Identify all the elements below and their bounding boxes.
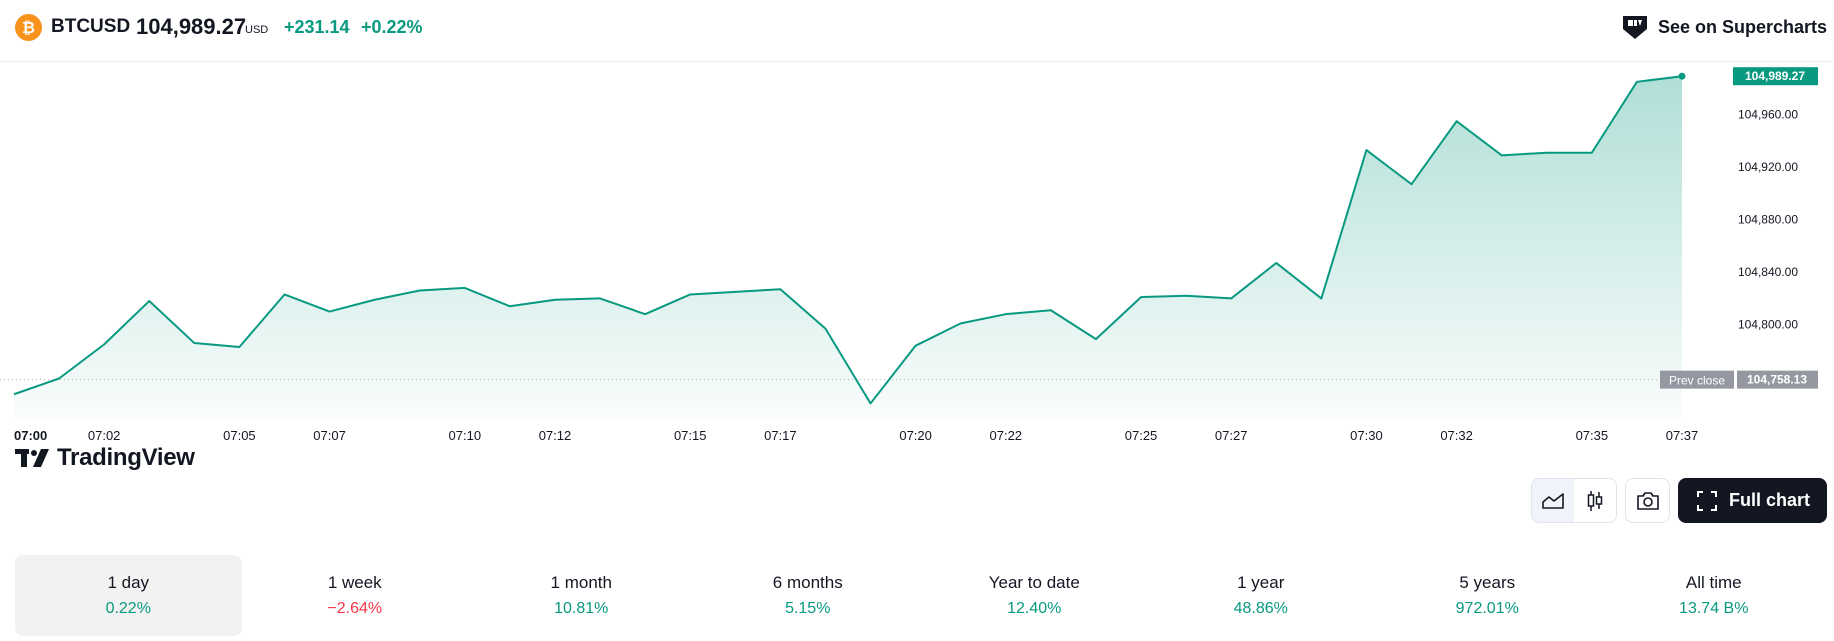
- x-axis-tick-label: 07:35: [1576, 428, 1609, 443]
- x-axis-tick-label: 07:30: [1350, 428, 1383, 443]
- x-axis-tick-label: 07:20: [899, 428, 932, 443]
- current-price: 104,989.27: [136, 14, 247, 39]
- period-tab-1-month[interactable]: 1 month 10.81%: [468, 555, 695, 636]
- x-axis-tick-label: 07:05: [223, 428, 256, 443]
- full-chart-button[interactable]: Full chart: [1678, 478, 1827, 523]
- camera-icon: [1636, 491, 1659, 510]
- period-tab-6-months[interactable]: 6 months 5.15%: [695, 555, 922, 636]
- prev-close-label: Prev close: [1669, 374, 1725, 388]
- prev-close-value-badge: [1737, 370, 1818, 389]
- y-axis-tick-label: 104,880.00: [1738, 213, 1798, 227]
- tradingview-logo: TradingView: [15, 444, 195, 472]
- x-axis-tick-label: 07:32: [1440, 428, 1473, 443]
- period-label: 1 day: [107, 573, 150, 592]
- symbol-header: ₿ BTCUSD 104,989.27 USD +231.14 +0.22% S…: [0, 0, 1834, 62]
- candlestick-icon: [1587, 490, 1603, 511]
- period-tab-all-time[interactable]: All time 13.74 B%: [1601, 555, 1828, 636]
- period-change: 0.22%: [105, 600, 151, 617]
- chart-controls: Full chart: [1531, 478, 1827, 523]
- x-axis-tick-label: 07:17: [764, 428, 797, 443]
- last-price-dot: [1678, 72, 1686, 80]
- bitcoin-icon: ₿: [15, 14, 42, 41]
- period-change: 972.01%: [1455, 600, 1519, 617]
- period-change: 12.40%: [1007, 600, 1062, 617]
- x-axis-tick-label: 07:07: [313, 428, 346, 443]
- period-label: 1 year: [1237, 573, 1285, 592]
- chart-type-toggle: [1531, 478, 1617, 523]
- tradingview-logo-icon: [15, 449, 49, 467]
- price-change-absolute: +231.14: [284, 17, 350, 37]
- price-area-fill: [14, 76, 1682, 421]
- period-change: 10.81%: [554, 600, 609, 617]
- y-axis-tick-label: 104,920.00: [1738, 160, 1798, 174]
- tradingview-logo-text: TradingView: [57, 444, 195, 471]
- y-axis-tick-label: 104,840.00: [1738, 265, 1798, 279]
- price-chart[interactable]: 104,800.00 104,840.00 104,880.00 104,920.00…: [0, 62, 1834, 471]
- candlestick-button[interactable]: [1574, 479, 1616, 522]
- period-label: 6 months: [772, 573, 843, 592]
- x-axis-tick-label: 07:25: [1125, 428, 1158, 443]
- see-on-supercharts-link[interactable]: See on Supercharts: [1620, 12, 1827, 42]
- x-axis-tick-label: 07:37: [1666, 428, 1699, 443]
- snapshot-button[interactable]: [1625, 478, 1670, 523]
- x-axis-tick-label: 07:15: [674, 428, 707, 443]
- x-axis-tick-label: 07:22: [990, 428, 1023, 443]
- area-chart-icon: [1542, 492, 1564, 509]
- period-label: 1 week: [327, 573, 382, 592]
- x-axis-tick-label: 07:00: [14, 428, 47, 443]
- x-axis-tick-label: 07:02: [88, 428, 121, 443]
- period-tab-year-to-date[interactable]: Year to date 12.40%: [921, 555, 1148, 636]
- price-line[interactable]: [13, 75, 1683, 405]
- x-axis-tick-label: 07:10: [449, 428, 482, 443]
- period-label: Year to date: [988, 573, 1080, 592]
- full-chart-label: Full chart: [1728, 490, 1810, 510]
- period-label: All time: [1685, 573, 1742, 592]
- supercharts-label: See on Supercharts: [1657, 16, 1827, 37]
- x-axis-tick-label: 07:27: [1215, 428, 1248, 443]
- y-axis-tick-label: 104,960.00: [1738, 108, 1798, 122]
- price-change-percent: +0.22%: [361, 17, 423, 37]
- period-tab-1-day[interactable]: 1 day 0.22%: [15, 555, 242, 636]
- last-price-label: 104,989.27: [1745, 69, 1805, 83]
- period-change: 13.74 B%: [1679, 600, 1749, 617]
- last-price-badge: [1733, 67, 1818, 86]
- currency-label: USD: [245, 24, 269, 36]
- period-tab-1-week[interactable]: 1 week −2.64%: [242, 555, 469, 636]
- period-selector: 1 day 0.22% 1 week −2.64% 1 month 10.81%…: [15, 555, 1827, 636]
- period-label: 1 month: [550, 573, 612, 592]
- tradingview-shield-icon: [1622, 16, 1647, 39]
- symbol-name[interactable]: BTCUSD: [51, 16, 131, 37]
- area-chart-button[interactable]: [1532, 479, 1574, 522]
- price-chart-svg[interactable]: 104,800.00 104,840.00 104,880.00 104,920.00…: [0, 62, 1834, 452]
- y-axis-tick-label: 104,800.00: [1738, 318, 1798, 332]
- period-label: 5 years: [1459, 573, 1516, 592]
- prev-close-badge: [1660, 370, 1734, 389]
- fullscreen-icon: [1696, 490, 1717, 511]
- period-change: 48.86%: [1233, 600, 1288, 617]
- x-axis-tick-label: 07:12: [539, 428, 572, 443]
- period-change: −2.64%: [327, 600, 383, 617]
- period-tab-1-year[interactable]: 1 year 48.86%: [1148, 555, 1375, 636]
- prev-close-value: 104,758.13: [1747, 373, 1807, 387]
- period-change: 5.15%: [785, 600, 831, 617]
- period-tab-5-years[interactable]: 5 years 972.01%: [1374, 555, 1601, 636]
